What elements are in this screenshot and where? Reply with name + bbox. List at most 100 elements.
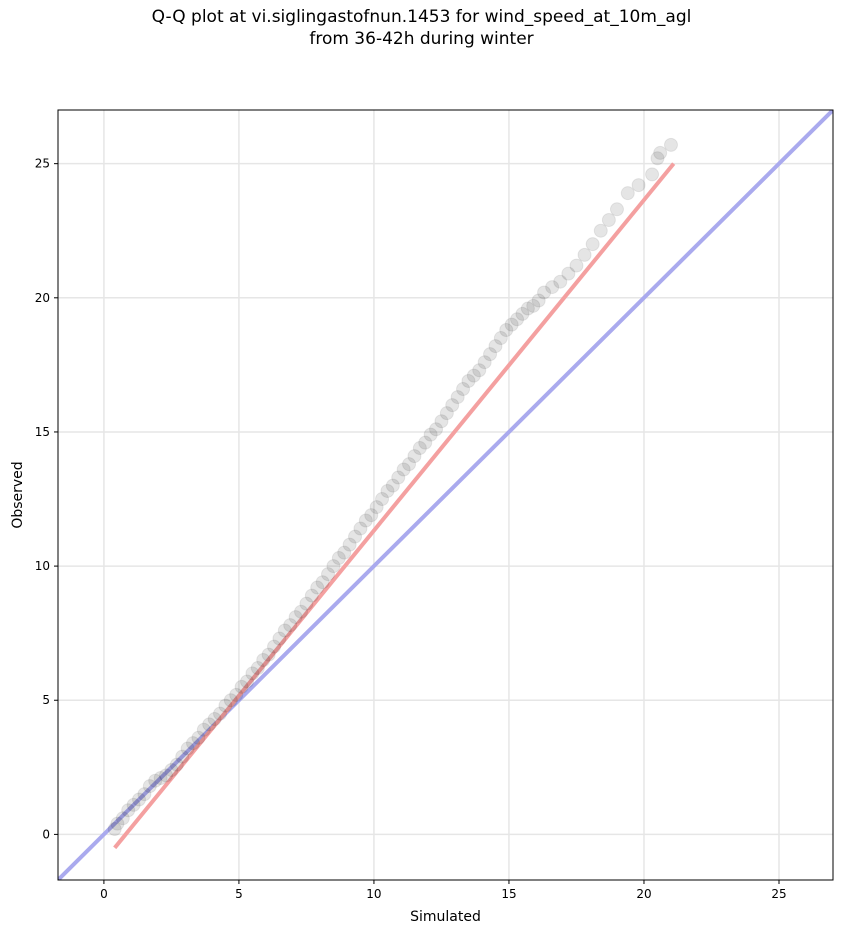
quantile-point [472, 363, 487, 378]
quantile-point [526, 298, 541, 313]
quantile-point [429, 422, 444, 437]
quantile-point [137, 787, 152, 802]
quantile-point [245, 666, 260, 681]
y-tick-label: 10 [35, 559, 50, 573]
quantile-point [358, 513, 373, 528]
chart-title-line2: from 36-42h during winter [309, 29, 534, 49]
quantile-point [375, 492, 390, 507]
quantile-point [132, 792, 147, 807]
quantile-point [186, 736, 201, 751]
axis-ticks: 0 5 10 15 20 25 0 5 10 15 20 25 [35, 157, 787, 901]
quantile-point [553, 274, 568, 289]
x-tick-label: 15 [501, 887, 516, 901]
quantile-point [159, 768, 174, 783]
quantile-point [142, 779, 157, 794]
quantile-point [561, 266, 576, 281]
quantile-point [272, 631, 287, 646]
quantile-point [202, 717, 217, 732]
quantile-point [515, 306, 530, 321]
quantile-point [593, 223, 608, 238]
y-tick-label: 5 [42, 693, 50, 707]
quantile-point [456, 382, 471, 397]
quantile-point [537, 285, 552, 300]
quantile-point [499, 323, 514, 337]
y-tick-label: 25 [35, 157, 50, 171]
quantile-point [337, 545, 352, 560]
quantile-point [164, 763, 179, 777]
quantile-point [348, 529, 363, 544]
quantile-points [107, 137, 678, 837]
quantile-point [283, 618, 298, 633]
quantile-point [631, 178, 646, 193]
quantile-point [256, 653, 271, 667]
quantile-point [353, 521, 368, 536]
quantile-point [207, 712, 222, 727]
quantile-point [620, 186, 635, 201]
quantile-point [310, 580, 325, 595]
quantile-point [126, 797, 141, 812]
quantile-point [601, 213, 616, 227]
quantile-point [434, 414, 449, 429]
quantile-point [261, 647, 276, 662]
plot-frame [57, 109, 834, 881]
chart-title-line1: Q-Q plot at vi.siglingastofnun.1453 for … [151, 7, 692, 27]
quantile-point [461, 373, 476, 388]
quantile-point [321, 567, 336, 582]
quantile-point [391, 470, 406, 485]
fit-line [113, 162, 676, 850]
quantile-point [412, 441, 427, 456]
quantile-point [175, 749, 190, 764]
quantile-point [407, 449, 422, 464]
grid [58, 110, 833, 880]
quantile-point [402, 457, 417, 472]
quantile-point [504, 317, 519, 332]
quantile-point [115, 811, 130, 826]
quantile-point [445, 398, 460, 413]
quantile-point [477, 355, 492, 370]
quantile-point [569, 258, 584, 273]
quantile-point [196, 722, 211, 737]
quantile-point [213, 706, 228, 721]
quantile-point [609, 202, 624, 217]
quantile-point [450, 390, 465, 405]
quantile-point [385, 478, 400, 493]
quantile-point [121, 803, 136, 818]
chart-title: Q-Q plot at vi.siglingastofnun.1453 for … [0, 6, 843, 50]
x-tick-label: 5 [235, 887, 243, 901]
quantile-point [180, 741, 195, 756]
x-axis-label: Simulated [410, 909, 481, 925]
quantile-point [488, 339, 503, 354]
y-tick-label: 20 [35, 291, 50, 305]
quantile-point [191, 730, 206, 745]
quantile-point [218, 698, 233, 713]
quantile-point [342, 537, 357, 552]
quantile-point [250, 661, 265, 676]
quantile-point [288, 610, 303, 625]
y-tick-label: 15 [35, 425, 50, 439]
quantile-point [148, 773, 163, 788]
x-tick-label: 0 [100, 887, 108, 901]
quantile-point [234, 679, 249, 694]
quantile-point [663, 137, 678, 152]
quantile-point [315, 575, 330, 590]
identity-line [58, 110, 833, 880]
quantile-point [510, 312, 525, 327]
quantile-point [466, 368, 481, 383]
quantile-point [645, 167, 660, 182]
quantile-point [169, 757, 184, 772]
x-tick-label: 20 [636, 887, 651, 901]
quantile-point [369, 500, 384, 515]
quantile-point [531, 293, 546, 308]
quantile-point [299, 596, 314, 611]
quantile-point [520, 301, 535, 316]
quantile-point [267, 639, 282, 654]
quantile-point [277, 623, 292, 638]
x-tick-label: 25 [771, 887, 786, 901]
quantile-point [331, 551, 346, 566]
quantile-point [364, 508, 379, 523]
quantile-point [545, 280, 560, 295]
quantile-point [396, 462, 411, 477]
x-tick-label: 10 [366, 887, 381, 901]
reference-lines [58, 110, 833, 880]
